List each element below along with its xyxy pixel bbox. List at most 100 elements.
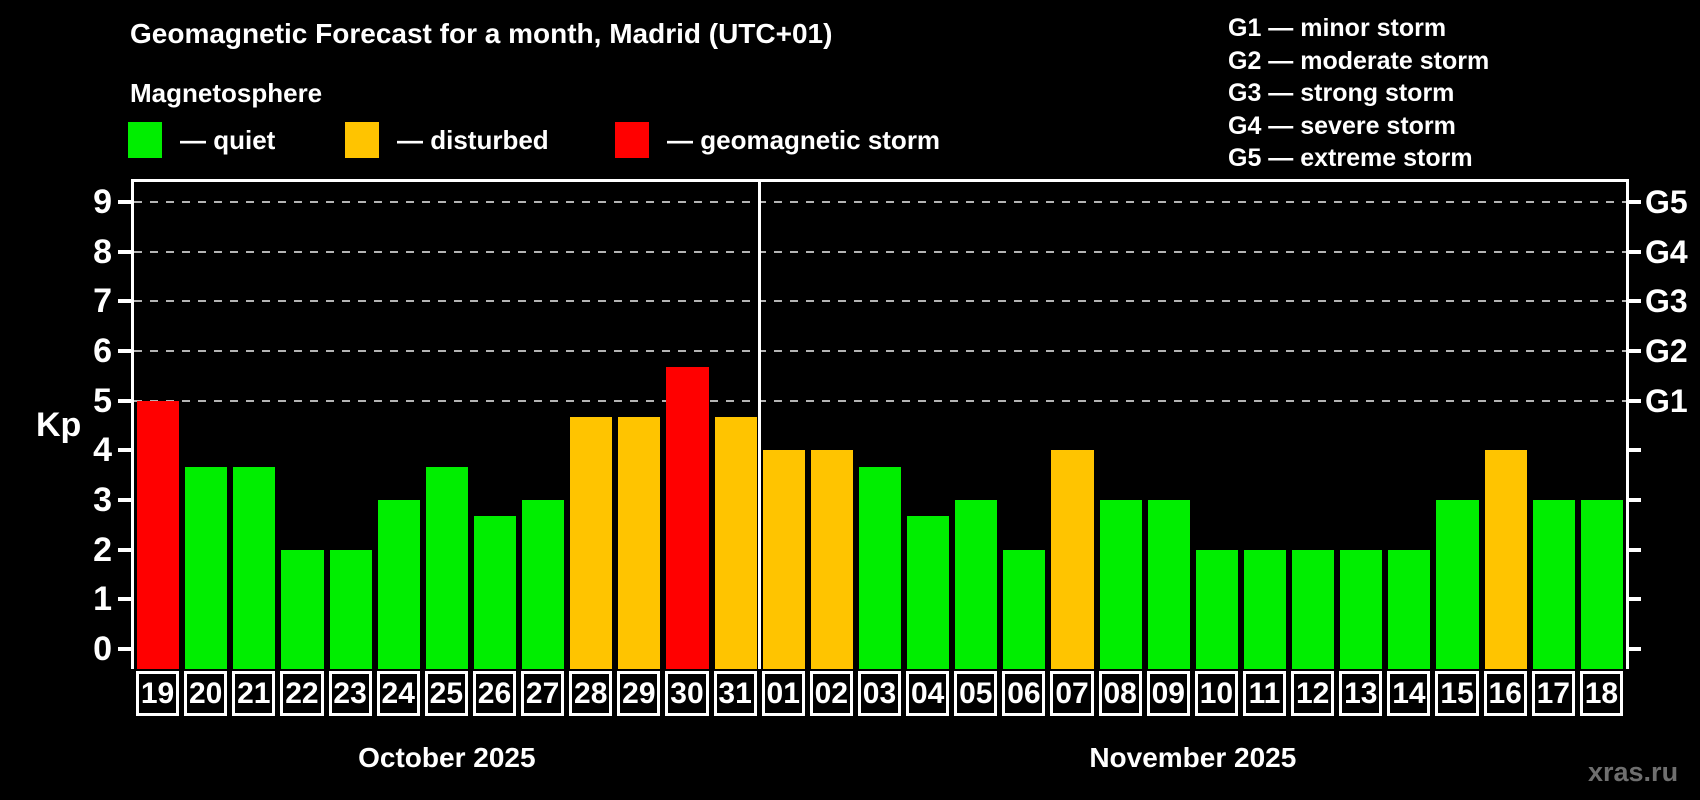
day-label-27: 27 [521,671,565,716]
kp-bar-day-19 [137,400,180,669]
kp-bar-day-07 [1051,450,1094,669]
legend-item-storm: — geomagnetic storm [615,122,940,158]
y-axis-label-5: 5 [93,381,112,420]
legend-item-quiet: — quiet [128,122,275,158]
kp-bar-day-25 [425,466,468,669]
kp-bar-day-16 [1484,450,1527,669]
y-axis-tick-left-3 [118,498,131,503]
y-axis-tick-right-5 [1629,398,1641,403]
day-label-23: 23 [328,671,372,716]
day-label-20: 20 [184,671,228,716]
g5-legend-line: G5 — extreme storm [1228,144,1473,172]
disturbed-swatch-icon [345,122,379,158]
day-label-18: 18 [1579,671,1623,716]
g-axis-label-G4: G4 [1645,233,1688,270]
legend-item-disturbed: — disturbed [345,122,549,158]
kp-bar-day-01 [762,450,805,669]
y-axis-label-1: 1 [93,580,112,619]
y-axis-label-7: 7 [93,282,112,321]
day-label-14: 14 [1387,671,1431,716]
g4-legend-line: G4 — severe storm [1228,111,1456,140]
day-label-01: 01 [761,671,805,716]
kp-bar-day-05 [955,500,998,669]
kp-bar-day-24 [377,500,420,669]
day-label-13: 13 [1339,671,1383,716]
kp-bar-day-04 [907,516,950,669]
kp-bar-day-13 [1340,549,1383,669]
gridline-kp8 [134,250,1626,253]
y-axis-tick-right-1 [1629,597,1641,602]
y-axis-label-2: 2 [93,530,112,569]
y-axis-label-8: 8 [93,232,112,271]
kp-bar-day-21 [233,466,276,669]
day-label-22: 22 [280,671,324,716]
day-label-03: 03 [857,671,902,716]
y-axis-tick-left-5 [118,398,131,403]
g2-legend-line: G2 — moderate storm [1228,46,1490,75]
y-axis-tick-left-2 [118,547,131,552]
y-axis-tick-left-9 [118,199,131,204]
gridline-kp7 [134,300,1626,303]
g-axis-label-G3: G3 [1645,283,1688,320]
day-label-24: 24 [376,671,420,716]
kp-bar-day-14 [1388,549,1431,669]
day-label-15: 15 [1435,671,1479,716]
day-label-06: 06 [1002,671,1046,716]
y-axis-label-6: 6 [93,331,112,370]
legend-label-quiet: — quiet [180,124,276,155]
g3-legend-line: G3 — strong storm [1228,79,1455,107]
kp-bar-day-20 [185,466,228,669]
day-label-21: 21 [232,671,276,716]
kp-bar-day-08 [1099,500,1142,669]
kp-bar-day-12 [1292,549,1335,669]
kp-bar-day-03 [858,466,902,669]
day-label-28: 28 [569,671,613,716]
y-axis-tick-left-8 [118,249,131,254]
kp-bar-day-22 [281,549,324,669]
month-label-1: November 2025 [1089,742,1297,773]
kp-bar-day-06 [1003,549,1046,669]
y-axis-tick-right-9 [1629,199,1641,204]
y-axis-title: Kp [36,405,82,444]
kp-bar-day-30 [666,367,709,669]
y-axis-tick-right-7 [1629,299,1641,304]
g-scale-legend: G1 — minor storm G2 — moderate storm G3 … [1228,12,1489,175]
day-label-10: 10 [1194,671,1238,716]
kp-bar-day-29 [618,417,661,669]
y-axis-tick-left-6 [118,348,131,353]
kp-bar-day-31 [714,417,757,669]
g1-legend-line: G1 — minor storm [1228,14,1447,42]
kp-bar-day-18 [1580,500,1623,669]
magnetosphere-label: Magnetosphere [130,78,323,108]
kp-bar-day-28 [570,417,613,669]
y-axis-tick-left-7 [118,299,131,304]
kp-bar-day-27 [522,500,565,669]
watermark: xras.ru [1588,757,1679,787]
kp-bar-day-26 [473,516,517,669]
day-label-02: 02 [809,671,853,716]
day-label-31: 31 [713,671,757,716]
day-label-25: 25 [424,671,468,716]
y-axis-tick-left-4 [118,448,131,453]
day-label-17: 17 [1531,671,1575,716]
y-axis-tick-right-2 [1629,547,1641,552]
g-axis-label-G1: G1 [1645,382,1688,419]
kp-bar-day-11 [1243,549,1287,669]
g-axis-label-G2: G2 [1645,332,1688,369]
legend-label-disturbed: — disturbed [397,124,549,155]
kp-bar-day-02 [810,450,853,669]
y-axis-tick-right-6 [1629,348,1641,353]
y-axis-label-0: 0 [93,630,112,669]
gridline-kp6 [134,349,1626,352]
day-label-26: 26 [472,671,517,716]
y-axis-tick-left-0 [118,647,131,652]
storm-swatch-icon [615,122,649,158]
day-label-19: 19 [136,671,180,716]
day-label-08: 08 [1098,671,1142,716]
y-axis-label-9: 9 [93,182,112,221]
y-axis-tick-left-1 [118,597,131,602]
plot-border [131,179,1629,669]
day-label-05: 05 [954,671,998,716]
y-axis-tick-right-3 [1629,498,1641,503]
